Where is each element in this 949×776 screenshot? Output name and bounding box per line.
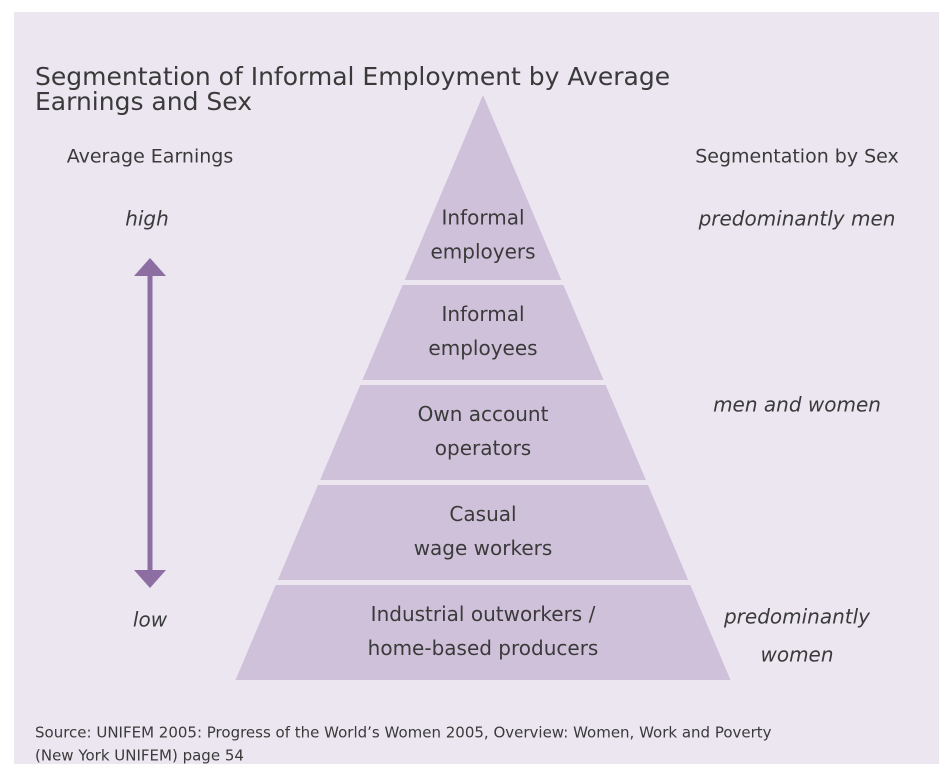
level-label: Casual — [449, 502, 516, 526]
title-line: Earnings and Sex — [35, 87, 252, 116]
level-label: Informal — [441, 302, 524, 326]
source-line: (New York UNIFEM) page 54 — [35, 747, 244, 765]
earnings-high: high — [125, 207, 169, 231]
pyramid-level — [320, 385, 646, 480]
level-label: operators — [435, 436, 531, 460]
sex-label: predominantly — [723, 605, 871, 629]
level-label: Own account — [418, 402, 549, 426]
level-label: wage workers — [414, 536, 553, 560]
sex-label: predominantly men — [698, 207, 896, 231]
source-line: Source: UNIFEM 2005: Progress of the Wor… — [35, 724, 772, 742]
level-label: employees — [428, 336, 537, 360]
earnings-low: low — [133, 608, 168, 632]
title-line: Segmentation of Informal Employment by A… — [35, 62, 670, 91]
right-header: Segmentation by Sex — [695, 146, 899, 168]
left-header: Average Earnings — [67, 146, 234, 168]
level-label: employers — [430, 240, 535, 264]
pyramid-level — [362, 285, 604, 380]
level-label: home-based producers — [368, 636, 599, 660]
level-label: Industrial outworkers / — [371, 602, 596, 626]
pyramid-level — [277, 485, 689, 580]
pyramid-level — [404, 95, 562, 280]
earnings-arrow — [134, 258, 166, 588]
sex-label: women — [760, 643, 833, 667]
pyramid-level — [235, 585, 731, 680]
level-label: Informal — [441, 206, 524, 230]
pyramid: Informal employers Informal employees Own ac… — [235, 95, 731, 680]
sex-label: men and women — [713, 393, 881, 417]
